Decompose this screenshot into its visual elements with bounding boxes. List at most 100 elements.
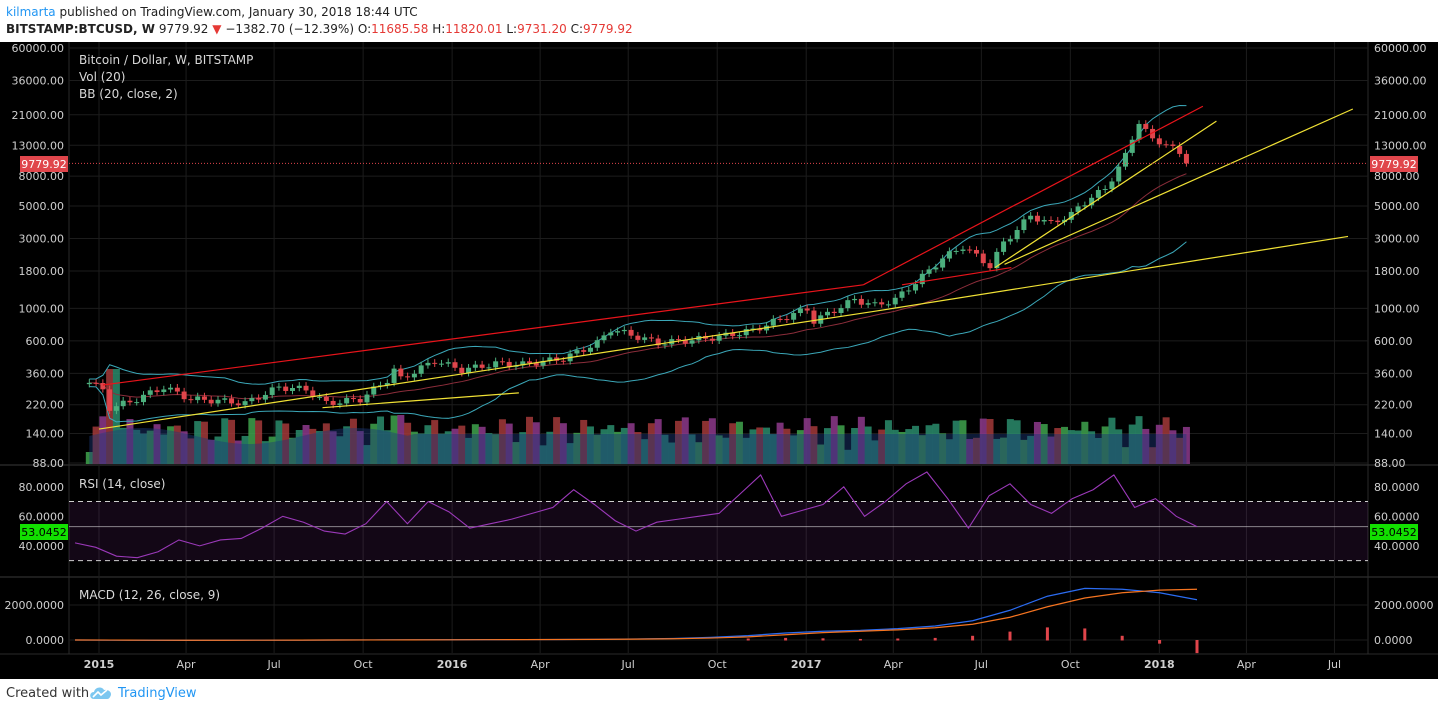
- volume-bar: [85, 452, 93, 464]
- axes: 88.00 88.00 140.00 140.00 220.00 220.00 360.00…: [5, 42, 1434, 671]
- price-tick-label-left: 600.00: [26, 335, 65, 348]
- candle-body: [154, 390, 160, 393]
- volume-bar: [126, 419, 134, 464]
- volume-bar: [133, 429, 141, 464]
- volume-bar: [566, 443, 574, 464]
- volume-bar: [377, 416, 385, 464]
- open-label: O:: [357, 22, 372, 36]
- bb-legend: BB (20, close, 2): [79, 87, 178, 101]
- candle-body: [858, 298, 864, 305]
- volume-bar: [803, 418, 811, 464]
- candle-body: [879, 302, 885, 305]
- macd-legend: MACD (12, 26, close, 9): [79, 588, 220, 602]
- candle-body: [147, 390, 153, 395]
- macd-histogram-bar: [1195, 640, 1199, 654]
- candle-body: [357, 399, 363, 403]
- macd-histogram-bar: [784, 637, 788, 641]
- macd-histogram-bar: [858, 638, 862, 641]
- volume-bar: [444, 431, 452, 464]
- volume-bar: [675, 420, 683, 464]
- volume-bar: [966, 439, 974, 464]
- volume-bar: [932, 423, 940, 464]
- candle-body: [750, 328, 756, 330]
- time-tick-label: Apr: [1237, 658, 1257, 671]
- candle-body: [587, 347, 593, 352]
- volume-bar: [228, 419, 236, 464]
- price-tick-label-left: 60000.00: [12, 42, 65, 55]
- candle-body: [608, 332, 614, 336]
- candle-body: [1116, 166, 1122, 182]
- candle-body: [960, 249, 966, 251]
- down-arrow-icon: ▼: [212, 22, 222, 36]
- volume-bar: [1081, 421, 1089, 464]
- volume-bar: [343, 426, 351, 464]
- candle-body: [845, 300, 851, 309]
- volume-bar: [627, 423, 635, 464]
- volume-bar: [200, 421, 208, 464]
- tradingview-cloud-icon: [90, 687, 112, 699]
- candle-body: [933, 267, 939, 270]
- volume-bar: [654, 419, 662, 464]
- volume-bar: [363, 445, 371, 464]
- candle-body: [642, 337, 648, 340]
- trend-line-yellow: [994, 120, 1217, 269]
- rsi-tick-label-right: 40.0000: [1374, 540, 1420, 553]
- bb-upper-line: [89, 105, 1187, 385]
- volume-bar: [715, 435, 723, 464]
- volume-bar: [1061, 426, 1069, 464]
- rsi-tick-label-right: 60.0000: [1374, 510, 1420, 523]
- volume-bar: [295, 430, 303, 464]
- candle-body: [872, 302, 878, 304]
- volume-bar: [1006, 419, 1014, 464]
- candle-body: [452, 362, 458, 368]
- volume-bar: [160, 434, 168, 464]
- candle-body: [757, 328, 763, 331]
- candle-body: [188, 399, 194, 401]
- volume-bar: [492, 434, 500, 464]
- volume-bar: [1176, 437, 1184, 464]
- candle-body: [134, 402, 140, 404]
- volume-bar: [688, 434, 696, 464]
- candle-body: [161, 389, 167, 393]
- price-tick-label-right: 360.00: [1374, 367, 1413, 380]
- volume-bars: [85, 369, 1190, 464]
- volume-bar: [708, 418, 716, 464]
- candle-body: [926, 269, 932, 274]
- candle-body: [581, 350, 587, 352]
- candle-body: [967, 249, 973, 251]
- volume-bar: [878, 429, 886, 464]
- volume-bar: [349, 418, 357, 464]
- chart-canvas[interactable]: 88.00 88.00 140.00 140.00 220.00 220.00 360.00…: [0, 42, 1438, 679]
- macd-tick-label-right: 0.0000: [1374, 634, 1413, 647]
- candle-body: [276, 386, 282, 388]
- candle-body: [222, 398, 228, 400]
- volume-bar: [519, 432, 527, 464]
- volume-bar: [275, 420, 283, 464]
- candle-body: [242, 401, 248, 406]
- volume-bar: [329, 431, 337, 464]
- bb-lower-line: [89, 241, 1187, 423]
- tradingview-brand-link[interactable]: TradingView: [118, 686, 197, 701]
- candle-body: [1007, 239, 1013, 242]
- candle-body: [709, 338, 715, 341]
- price-tick-label-left: 140.00: [26, 427, 65, 440]
- volume-bar: [972, 437, 980, 464]
- candle-body: [621, 329, 627, 332]
- symbol-label: BITSTAMP:BTCUSD, W: [6, 22, 155, 36]
- candle-body: [1095, 189, 1101, 198]
- candle-body: [344, 398, 350, 404]
- candle-body: [93, 382, 99, 384]
- volume-bar: [939, 433, 947, 464]
- candle-body: [229, 398, 235, 404]
- volume-bar: [112, 369, 120, 464]
- volume-bar: [749, 429, 757, 464]
- price-tick-label-left: 220.00: [26, 399, 65, 412]
- candle-body: [892, 297, 898, 305]
- author-link[interactable]: kilmarta: [6, 5, 56, 19]
- candle-body: [391, 368, 397, 383]
- volume-bar: [173, 425, 181, 464]
- rsi-badge-left: [20, 524, 68, 540]
- volume-bar: [512, 442, 520, 464]
- volume-bar: [702, 420, 710, 464]
- candle-body: [405, 376, 411, 378]
